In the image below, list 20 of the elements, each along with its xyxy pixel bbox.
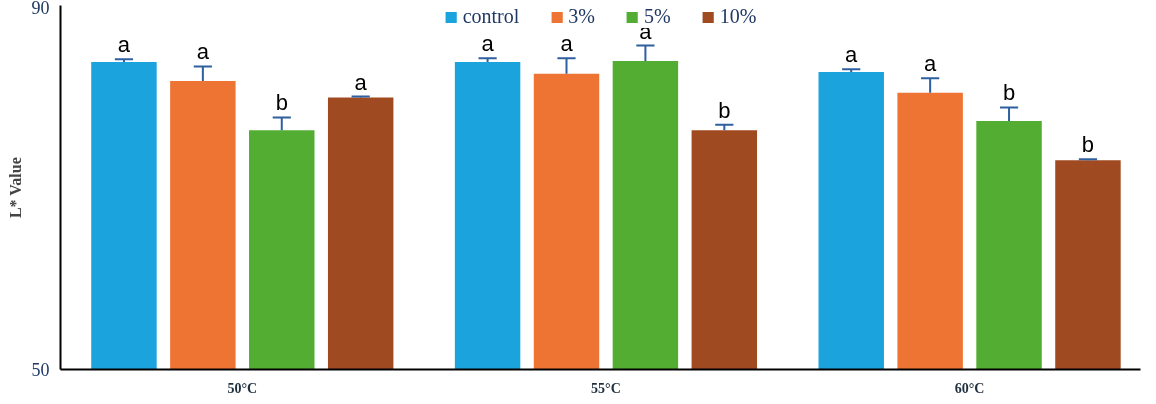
data-label: a bbox=[481, 31, 495, 57]
data-label: b bbox=[1081, 132, 1095, 158]
data-label: a bbox=[117, 32, 131, 58]
legend-label: 10% bbox=[719, 5, 757, 28]
data-label: a bbox=[845, 42, 859, 68]
data-label: a bbox=[560, 31, 574, 57]
x-tick-label: 60°C bbox=[954, 380, 985, 396]
y-axis-title: L* Value bbox=[6, 157, 24, 219]
data-label: b bbox=[275, 90, 288, 116]
data-label: a bbox=[354, 69, 368, 95]
x-tick-label: 50°C bbox=[227, 380, 258, 396]
y-tick-label: 50 bbox=[31, 360, 50, 380]
data-label: a bbox=[924, 51, 938, 77]
x-tick-label: 55°C bbox=[591, 380, 621, 396]
data-label: b bbox=[718, 97, 731, 123]
legend-label: 3% bbox=[568, 5, 595, 28]
data-label: b bbox=[1002, 80, 1016, 106]
legend-label: control bbox=[462, 5, 520, 28]
data-label: a bbox=[196, 39, 210, 65]
y-tick-label: 90 bbox=[31, 0, 50, 18]
